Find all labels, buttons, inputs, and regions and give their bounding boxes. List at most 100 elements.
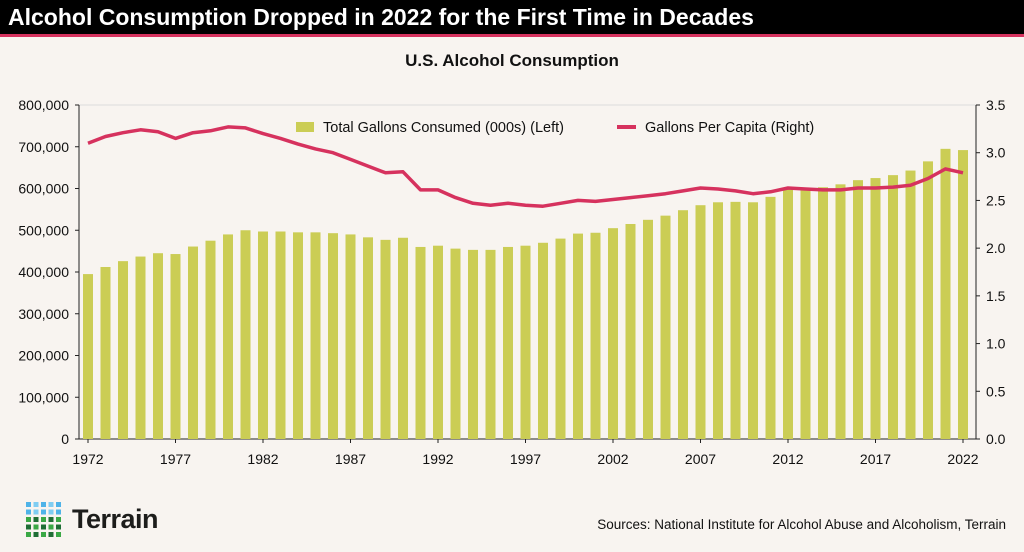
bar-2018 <box>888 175 898 439</box>
bar-1975 <box>135 256 146 439</box>
bar-2019 <box>905 170 916 440</box>
bar-2016 <box>853 180 863 439</box>
x-tick-label: 2002 <box>597 451 628 467</box>
logo-dot <box>26 532 31 537</box>
logo-dot <box>48 532 54 537</box>
y-right-tick-label: 0.5 <box>986 383 1006 399</box>
bar-1991 <box>415 246 426 439</box>
logo-dot <box>33 517 39 522</box>
bar-1983 <box>275 231 286 439</box>
bar-1973 <box>100 266 111 439</box>
bar-2020 <box>923 161 933 440</box>
logo-dot <box>41 524 46 530</box>
source-note: Sources: National Institute for Alcohol … <box>597 517 1006 532</box>
logo-dot <box>48 502 54 507</box>
bar-1992 <box>433 245 443 439</box>
title-bar: Alcohol Consumption Dropped in 2022 for … <box>0 0 1024 37</box>
bar-1995 <box>485 249 496 439</box>
bar-2005 <box>660 215 671 439</box>
bar-1982 <box>258 231 268 439</box>
bar-2006 <box>678 210 688 439</box>
logo-dot <box>56 532 61 537</box>
legend-swatch-bars <box>296 122 314 132</box>
logo-dot <box>56 524 61 530</box>
bar-1996 <box>503 246 513 439</box>
logo-dot <box>33 524 39 530</box>
x-tick-label: 1992 <box>422 451 453 467</box>
x-tick-label: 2007 <box>685 451 716 467</box>
logo-dot <box>26 509 31 515</box>
y-left-tick-label: 800,000 <box>18 97 69 113</box>
bar-2010 <box>748 202 758 439</box>
logo-text: Terrain <box>72 504 159 534</box>
logo-dot <box>26 502 31 507</box>
y-right-tick-label: 1.0 <box>986 336 1006 352</box>
bar-2022 <box>958 150 968 439</box>
logo-dot <box>26 517 31 522</box>
y-left-tick-label: 500,000 <box>18 222 69 238</box>
y-left-tick-label: 300,000 <box>18 306 69 322</box>
x-tick-label: 2012 <box>772 451 803 467</box>
x-tick-label: 1987 <box>335 451 366 467</box>
y-right-tick-label: 0.0 <box>986 431 1006 447</box>
bar-2009 <box>730 201 741 439</box>
y-left-tick-label: 200,000 <box>18 348 69 364</box>
logo-dot <box>33 509 39 515</box>
legend-swatch-line <box>617 125 636 129</box>
x-tick-label: 1977 <box>160 451 191 467</box>
x-tick-label: 1972 <box>72 451 103 467</box>
logo-dot <box>41 532 46 537</box>
y-right-tick-label: 2.5 <box>986 192 1006 208</box>
chart-title: U.S. Alcohol Consumption <box>405 51 619 70</box>
bar-2014 <box>818 187 828 439</box>
bar-2013 <box>800 189 811 439</box>
logo-dot <box>33 502 39 507</box>
y-left-tick-label: 600,000 <box>18 181 69 197</box>
bar-2012 <box>783 189 793 439</box>
bar-2008 <box>713 202 723 439</box>
bar-1998 <box>538 242 548 439</box>
y-left-tick-label: 0 <box>61 431 69 447</box>
bar-2015 <box>835 184 846 439</box>
bar-1993 <box>450 248 461 439</box>
x-tick-label: 2022 <box>947 451 978 467</box>
bar-1994 <box>468 249 478 439</box>
bar-2003 <box>625 223 636 439</box>
logo-dot <box>41 517 46 522</box>
logo-dot <box>41 502 46 507</box>
logo-dot <box>56 517 61 522</box>
logo-dot <box>56 509 61 515</box>
logo-dot <box>26 524 31 530</box>
line-gallons-per-capita <box>87 125 964 208</box>
bar-2000 <box>573 233 583 439</box>
y-right-tick-label: 2.0 <box>986 240 1006 256</box>
bar-2011 <box>765 196 776 439</box>
y-right-tick-label: 3.0 <box>986 145 1006 161</box>
bar-1988 <box>363 237 373 439</box>
logo-dot <box>41 509 46 515</box>
x-tick-label: 1997 <box>510 451 541 467</box>
bar-2002 <box>608 228 618 439</box>
terrain-logo-icon <box>26 502 61 537</box>
bar-1981 <box>240 230 251 439</box>
y-right-tick-label: 1.5 <box>986 288 1006 304</box>
bar-2021 <box>940 148 951 439</box>
bar-1989 <box>380 239 391 439</box>
bar-1986 <box>328 233 338 439</box>
bar-1997 <box>520 245 531 439</box>
bar-2004 <box>643 219 653 439</box>
bar-2001 <box>590 232 601 439</box>
x-tick-label: 1982 <box>247 451 278 467</box>
bar-2007 <box>695 205 706 439</box>
logo-dot <box>56 502 61 507</box>
bar-1974 <box>118 261 128 439</box>
bar-1977 <box>170 254 181 439</box>
bar-1990 <box>398 237 408 439</box>
bar-1984 <box>293 232 303 439</box>
bar-1978 <box>188 246 198 439</box>
bar-1976 <box>153 253 163 439</box>
y-right-tick-label: 3.5 <box>986 97 1006 113</box>
x-tick-label: 2017 <box>860 451 891 467</box>
y-left-tick-label: 400,000 <box>18 264 69 280</box>
